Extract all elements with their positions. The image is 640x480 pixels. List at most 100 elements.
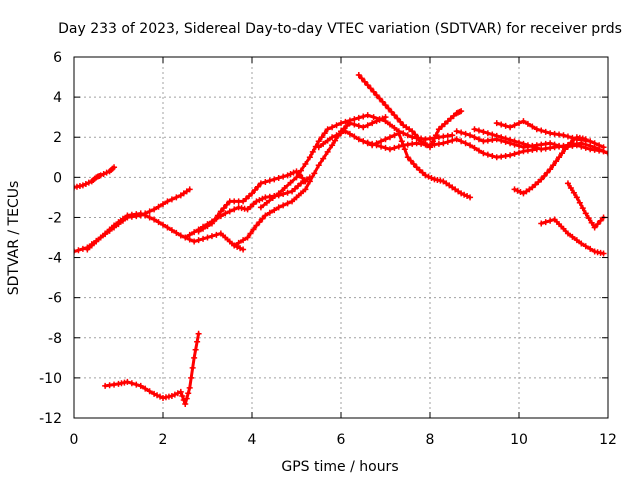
data-point xyxy=(333,122,340,129)
data-point xyxy=(280,173,287,180)
data-point xyxy=(471,134,478,141)
data-point xyxy=(257,204,264,211)
data-point xyxy=(529,123,536,130)
data-point xyxy=(582,136,589,143)
data-point xyxy=(240,246,247,253)
data-point xyxy=(520,140,527,147)
data-point xyxy=(204,223,211,230)
data-point xyxy=(573,194,580,201)
data-point xyxy=(507,136,514,143)
data-point xyxy=(146,208,153,215)
data-point xyxy=(432,132,439,139)
data-point xyxy=(355,122,362,129)
data-point xyxy=(168,227,175,234)
x-tick-label: 6 xyxy=(337,432,346,448)
data-point xyxy=(146,214,153,221)
data-point xyxy=(226,238,233,245)
x-tick-label: 10 xyxy=(510,432,528,448)
data-point xyxy=(151,206,158,213)
data-point xyxy=(263,199,270,206)
data-point xyxy=(591,140,598,147)
data-point xyxy=(564,133,571,140)
data-point xyxy=(360,113,367,120)
series-track-2 xyxy=(74,186,193,255)
data-point xyxy=(373,92,380,99)
data-point xyxy=(306,154,313,161)
y-tick-label: 4 xyxy=(53,90,62,106)
data-point xyxy=(533,144,540,151)
data-point xyxy=(596,142,603,149)
data-point xyxy=(364,82,371,89)
data-point xyxy=(251,187,258,194)
data-point xyxy=(379,98,386,105)
data-point xyxy=(364,122,371,129)
data-point xyxy=(361,78,368,85)
x-tick-label: 4 xyxy=(248,432,257,448)
data-point xyxy=(569,233,576,240)
data-point xyxy=(376,95,383,102)
data-point xyxy=(333,132,340,139)
y-tick-label: 6 xyxy=(53,50,62,66)
data-point xyxy=(191,354,198,361)
data-point xyxy=(453,136,460,143)
data-point xyxy=(287,179,294,186)
data-point xyxy=(524,120,531,127)
data-point xyxy=(578,240,585,247)
data-point xyxy=(444,138,451,145)
data-point xyxy=(168,196,175,203)
data-point xyxy=(208,220,215,227)
data-point xyxy=(458,138,465,145)
data-point xyxy=(284,200,291,207)
data-point xyxy=(502,135,509,142)
grid xyxy=(74,57,608,418)
data-point xyxy=(329,134,336,141)
data-point xyxy=(520,118,527,125)
data-point xyxy=(213,231,220,238)
data-point xyxy=(355,72,362,79)
data-point xyxy=(600,250,607,257)
data-point xyxy=(320,155,327,162)
data-point xyxy=(533,126,540,133)
data-point xyxy=(142,212,149,219)
data-point xyxy=(297,167,304,174)
data-point xyxy=(259,215,266,222)
data-point xyxy=(119,215,126,222)
data-point xyxy=(370,114,377,121)
data-point xyxy=(511,122,518,129)
data-point xyxy=(93,238,100,245)
data-point xyxy=(222,210,229,217)
series-track-15 xyxy=(511,134,589,197)
data-point xyxy=(561,146,568,153)
data-point xyxy=(351,121,358,128)
data-point xyxy=(544,169,551,176)
data-point xyxy=(570,189,577,196)
data-point xyxy=(293,194,300,201)
series-track-9 xyxy=(355,72,465,151)
data-point xyxy=(498,134,505,141)
data-point xyxy=(208,233,215,240)
series-track-10 xyxy=(315,128,474,201)
data-point xyxy=(529,143,536,150)
data-point xyxy=(195,330,202,337)
data-point xyxy=(160,221,166,228)
data-point xyxy=(547,217,554,224)
data-point xyxy=(137,210,144,217)
data-point xyxy=(309,148,316,155)
data-point xyxy=(269,195,276,202)
data-point xyxy=(253,222,260,229)
data-point xyxy=(516,120,522,127)
data-point xyxy=(256,219,263,226)
data-point xyxy=(155,203,162,210)
data-point xyxy=(315,144,322,151)
data-point xyxy=(541,172,548,179)
data-point xyxy=(538,220,545,227)
data-point xyxy=(177,388,184,395)
data-point xyxy=(220,205,227,212)
data-point xyxy=(484,151,491,158)
data-point xyxy=(164,198,171,205)
series-track-16 xyxy=(538,216,607,257)
data-point xyxy=(271,176,278,183)
data-point xyxy=(367,85,374,92)
data-point xyxy=(355,136,362,143)
data-point xyxy=(395,143,402,150)
